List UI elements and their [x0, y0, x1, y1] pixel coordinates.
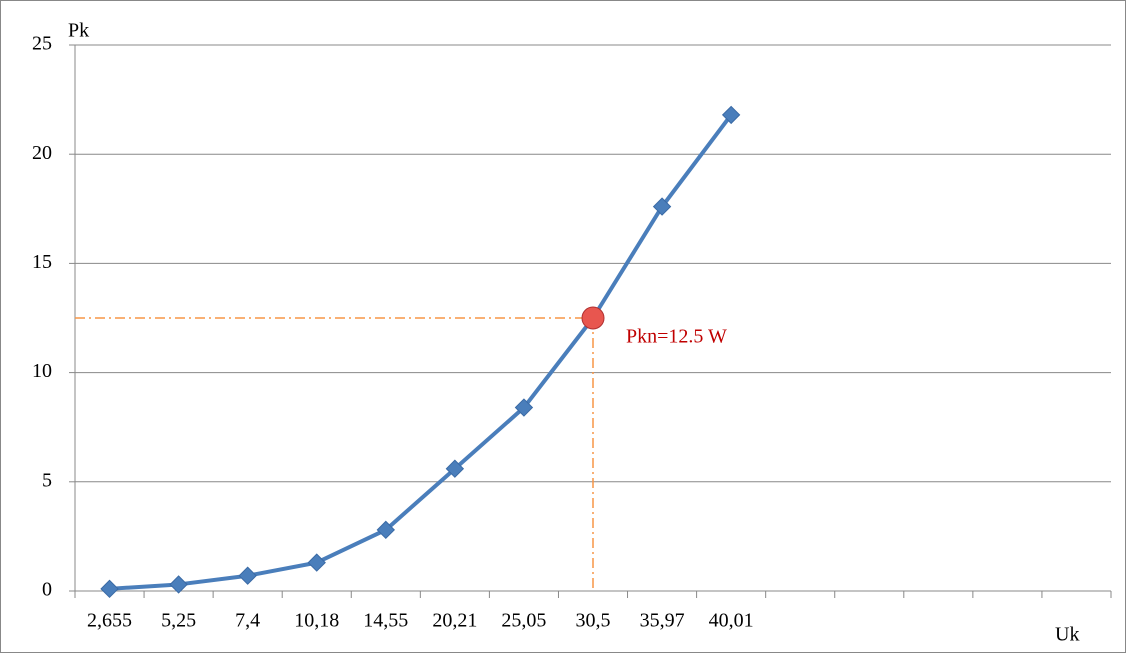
- marker: [721, 105, 741, 125]
- y-tick-label: 0: [42, 579, 52, 601]
- y-tick-label: 15: [32, 251, 52, 273]
- marker: [169, 575, 188, 594]
- marker: [445, 459, 465, 478]
- x-tick-label: 20,21: [432, 610, 477, 632]
- x-tick-label: 14,55: [363, 610, 408, 632]
- x-axis-label: Uk: [1055, 624, 1079, 646]
- highlight-label: Pkn=12.5 W: [626, 326, 727, 348]
- x-tick-label: 2,655: [87, 610, 132, 632]
- series-line: [109, 113, 733, 591]
- highlight-point: [581, 306, 605, 330]
- y-axis-label: Pk: [68, 20, 89, 42]
- y-tick-label: 10: [32, 360, 52, 382]
- marker: [514, 398, 534, 417]
- y-tick-label: 5: [42, 469, 52, 491]
- x-tick-label: 40,01: [709, 610, 754, 632]
- marker: [307, 553, 326, 572]
- marker: [652, 197, 672, 216]
- x-tick-label: 5,25: [161, 610, 196, 632]
- marker: [238, 566, 257, 585]
- x-tick-label: 25,05: [501, 610, 546, 632]
- marker: [100, 579, 119, 599]
- y-tick-label: 20: [32, 142, 52, 164]
- x-tick-label: 10,18: [294, 610, 339, 632]
- x-tick-label: 35,97: [640, 610, 685, 632]
- x-tick-label: 30,5: [576, 610, 611, 632]
- marker: [376, 520, 395, 540]
- x-tick-label: 7,4: [235, 610, 260, 632]
- y-tick-label: 25: [32, 33, 52, 55]
